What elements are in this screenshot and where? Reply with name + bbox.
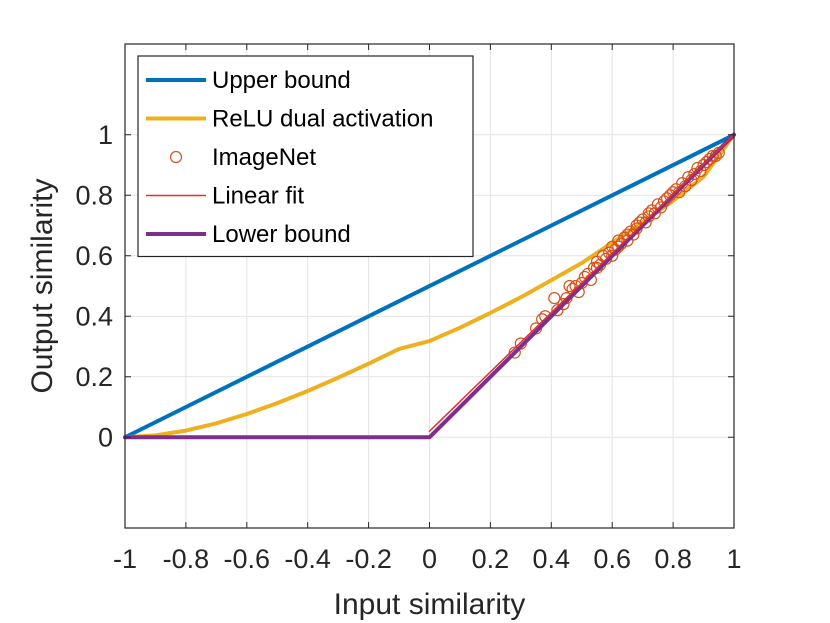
scatter-point [563,279,576,293]
legend-label-relu-dual-activation: ReLU dual activation [212,106,433,133]
y-tick-label: 0.4 [75,301,113,331]
x-tick-label: 0.4 [533,544,571,574]
x-tick-label: -1 [113,544,137,574]
legend-label-lower-bound: Lower bound [212,221,351,248]
y-tick-label: 0.6 [75,241,113,271]
scatter-point [606,249,619,262]
series-line-linear-fit [428,134,735,432]
scatter-point [688,167,701,181]
legend: Upper bound ReLU dual activation ImageNet L… [137,55,474,258]
scatter-point [627,228,640,241]
series-line-upper-bound [123,132,736,440]
scatter-point [654,201,668,214]
legend-label-imagenet: ImageNet [212,144,316,171]
y-tick-label: 0.8 [75,180,113,210]
scatter-point [703,152,716,166]
x-tick-label: -0.4 [284,544,331,574]
series-line-lower-bound [123,132,736,440]
y-tick-label: 0.2 [75,362,113,392]
scatter-point [548,292,561,305]
y-axis-label: Output similarity [26,178,59,393]
x-tick-label: -0.2 [345,544,392,574]
x-tick-label: 0 [422,544,437,574]
tick-labels: -1 -0.8 -0.6 -0.4 -0.2 0 0.2 0.4 0.6 0.8 1 0 0.2 0.4 0… [75,120,741,574]
x-tick-label: 0.8 [654,544,692,574]
x-tick-label: 0.6 [593,544,631,574]
scatter-point [706,149,719,163]
scatter-point [639,216,652,229]
x-tick-label: 0.2 [472,544,510,574]
legend-label-linear-fit: Linear fit [212,183,304,210]
y-tick-label: 1 [98,120,113,150]
series-layer [123,132,736,440]
legend-label-upper-bound: Upper bound [212,67,351,94]
ticks [124,44,735,528]
x-tick-label: -0.8 [163,544,210,574]
legend-box [137,55,474,258]
scatter-point [557,298,570,311]
x-tick-label: -0.6 [224,544,271,574]
scatter-point [612,234,625,247]
legend-marker-imagenet [169,150,183,164]
y-tick-label: 0 [98,422,113,452]
x-tick-label: 1 [726,544,741,574]
x-axis-label: Input similarity [334,588,526,621]
